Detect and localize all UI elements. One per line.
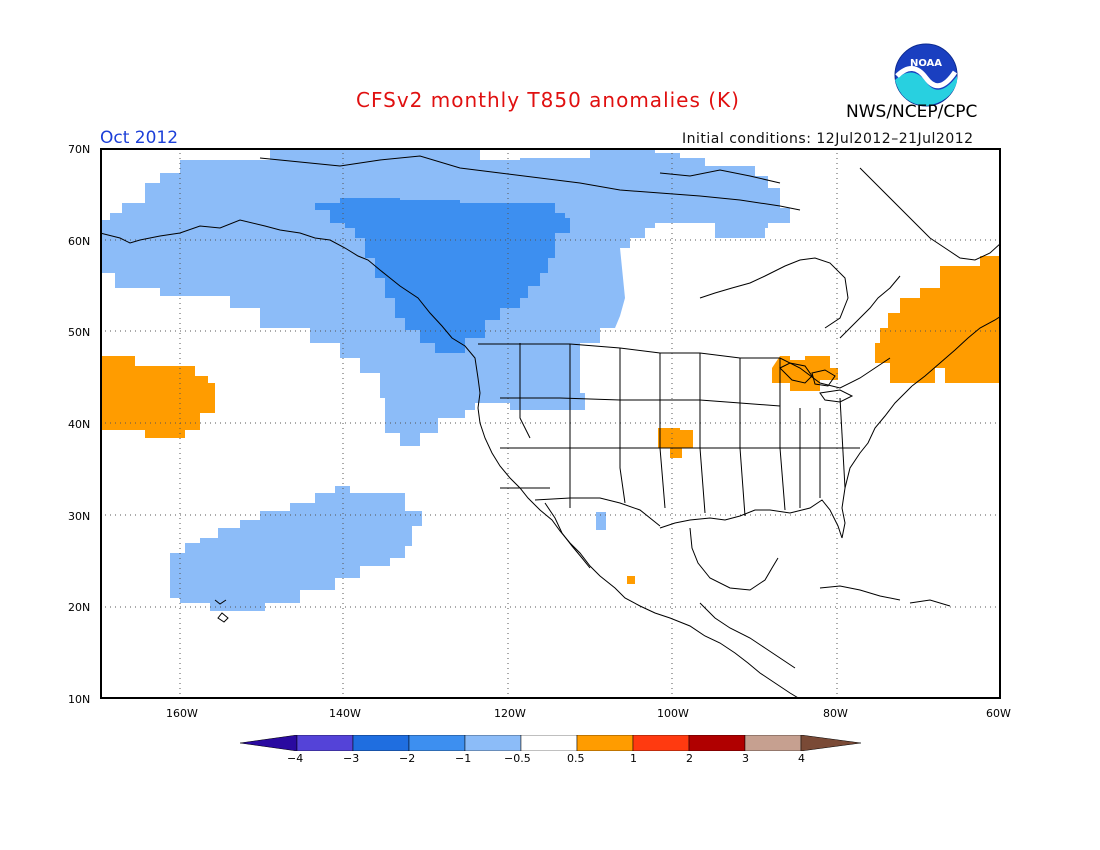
colorbar-cell-9 <box>744 735 802 751</box>
lat-label-20n: 20N <box>68 601 91 614</box>
lat-label-60n: 60N <box>68 235 91 248</box>
lon-label-100w: 100W <box>657 707 689 720</box>
colorbar-label-2: 2 <box>686 752 693 765</box>
colorbar-cell-1 <box>296 735 354 751</box>
warm-anomaly-region-great-lakes <box>772 356 838 391</box>
lon-label-160w: 160W <box>166 707 198 720</box>
colorbar-label-neg2: −2 <box>399 752 416 765</box>
colorbar-cell-4 <box>464 735 522 751</box>
colorbar-label-1: 1 <box>630 752 637 765</box>
lat-label-40n: 40N <box>68 418 91 431</box>
map-frame <box>100 148 1001 699</box>
initial-conditions-label: Initial conditions: 12Jul2012–21Jul2012 <box>682 131 974 147</box>
graticule <box>100 148 1001 699</box>
lon-label-60w: 60W <box>986 707 1011 720</box>
anomaly-map <box>100 148 1001 699</box>
lon-label-140w: 140W <box>329 707 361 720</box>
colorbar-label-neg1: −1 <box>455 752 472 765</box>
colorbar-label-neg05: −0.5 <box>504 752 531 765</box>
noaa-logo: NOAA <box>893 42 959 112</box>
warm-anomaly-region-pacific <box>100 356 215 438</box>
colorbar <box>240 735 862 751</box>
lat-label-50n: 50N <box>68 326 91 339</box>
period-label: Oct 2012 <box>100 128 179 148</box>
lat-label-30n: 30N <box>68 510 91 523</box>
colorbar-cell-5 <box>520 735 578 751</box>
warm-anomaly-region-atlantic-canada <box>875 256 1001 383</box>
colorbar-cell-8 <box>688 735 746 751</box>
warm-anomaly-region-mexico-small <box>627 576 635 584</box>
logo-text: NOAA <box>910 58 942 69</box>
colorbar-cell-3 <box>408 735 466 751</box>
organization-label: NWS/NCEP/CPC <box>846 102 978 122</box>
colorbar-label-neg4: −4 <box>287 752 304 765</box>
cold-anomaly-region-pacific <box>170 486 422 611</box>
colorbar-cell-7 <box>632 735 690 751</box>
map-title: CFSv2 monthly T850 anomalies (K) <box>356 88 740 112</box>
colorbar-min-arrow <box>240 735 298 751</box>
colorbar-label-05: 0.5 <box>567 752 585 765</box>
colorbar-label-neg3: −3 <box>343 752 360 765</box>
colorbar-cell-6 <box>576 735 634 751</box>
lon-label-80w: 80W <box>823 707 848 720</box>
colorbar-label-4: 4 <box>798 752 805 765</box>
colorbar-cell-2 <box>352 735 410 751</box>
colorbar-label-3: 3 <box>742 752 749 765</box>
cold-anomaly-region-core <box>315 198 570 353</box>
cold-anomaly-region-mexico <box>596 512 606 530</box>
coastlines <box>100 155 1001 699</box>
warm-anomaly-region-colorado <box>658 428 693 458</box>
lon-label-120w: 120W <box>494 707 526 720</box>
colorbar-max-arrow <box>800 735 862 751</box>
lat-label-10n: 10N <box>68 693 91 706</box>
lat-label-70n: 70N <box>68 143 91 156</box>
